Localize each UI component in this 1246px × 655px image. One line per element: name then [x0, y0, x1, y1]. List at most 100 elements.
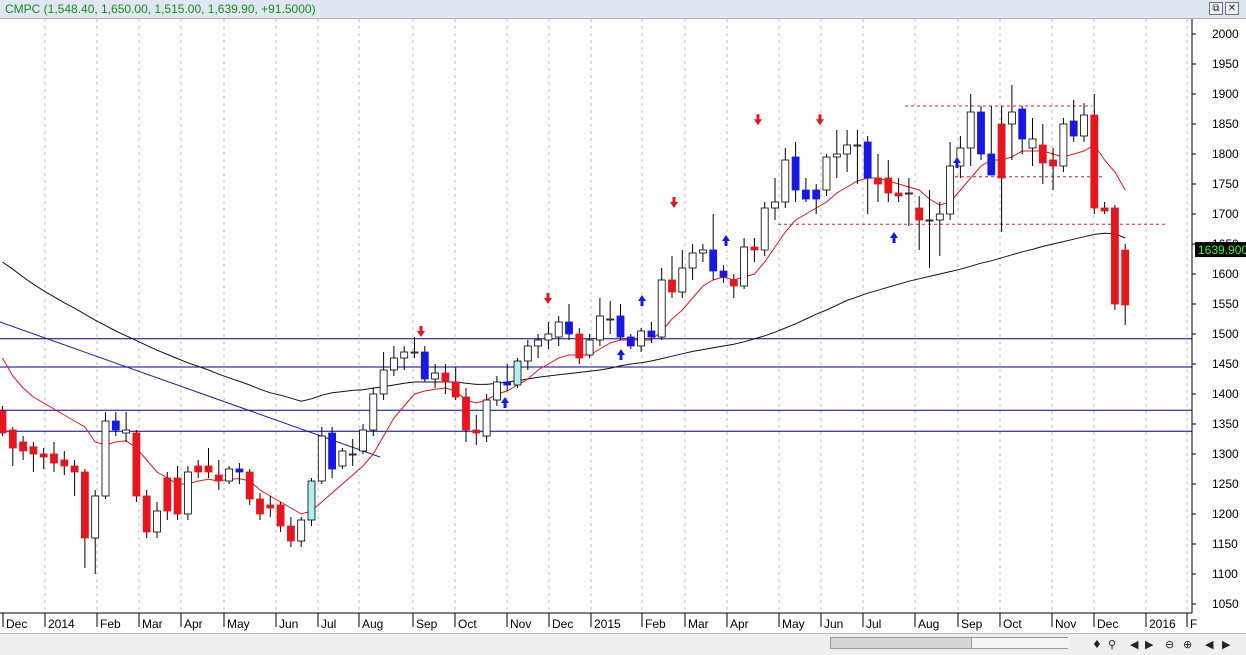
price-tick-label: 1300 — [1212, 447, 1239, 461]
time-tick-label: 2015 — [594, 617, 621, 631]
candle-body — [668, 279, 676, 293]
candle-body — [317, 435, 326, 482]
candle-body — [153, 510, 161, 533]
candle-body — [894, 192, 903, 197]
time-tick-label: Dec — [6, 617, 27, 631]
candle-body — [420, 351, 429, 380]
price-tick-label: 1700 — [1212, 207, 1239, 221]
down-arrow-icon — [670, 197, 678, 208]
time-tick-label: Mar — [688, 617, 709, 631]
candle-body — [286, 525, 295, 542]
candle-body — [832, 153, 841, 158]
scroll-track[interactable] — [830, 637, 1069, 649]
up-arrow-icon — [890, 232, 898, 243]
candle-body — [266, 504, 275, 509]
candle-body — [935, 213, 944, 221]
time-tick-label: Dec — [1097, 617, 1118, 631]
price-tick-label: 1050 — [1212, 597, 1239, 611]
candle-body — [647, 330, 656, 338]
price-tick-label: 1750 — [1212, 177, 1239, 191]
time-tick-label: May — [227, 617, 250, 631]
next-icon[interactable]: ▶ — [1145, 638, 1154, 651]
candle-body — [359, 429, 367, 452]
scroll-thumb[interactable] — [971, 638, 1069, 648]
prev-icon[interactable]: ◀ — [1130, 638, 1139, 651]
candle-body — [389, 357, 398, 371]
candle-body — [297, 519, 306, 542]
close-button[interactable]: ✕ — [1225, 2, 1239, 15]
time-tick-label: Apr — [184, 617, 203, 631]
candle-body — [863, 141, 872, 179]
price-tick-label: 1350 — [1212, 417, 1239, 431]
chart-title: CMPC (1,548.40, 1,650.00, 1,515.00, 1,63… — [5, 2, 316, 16]
candle-body — [369, 393, 378, 431]
price-tick-label: 1900 — [1212, 87, 1239, 101]
candle-body — [462, 396, 470, 431]
candle-body — [812, 189, 821, 200]
price-tick-label: 1200 — [1212, 507, 1239, 521]
time-tick-label: Mar — [142, 617, 163, 631]
candle-body — [142, 495, 151, 533]
candle-body — [1111, 207, 1119, 305]
restore-button[interactable]: ⧉ — [1209, 2, 1223, 15]
candle-body — [492, 381, 501, 401]
candle-body — [183, 471, 192, 515]
candle-body — [410, 351, 419, 354]
candle-body — [884, 177, 893, 194]
candle-body — [977, 111, 985, 155]
candle-body — [565, 321, 573, 335]
candle-body — [451, 381, 460, 398]
candle-body — [163, 477, 172, 512]
candle-body — [853, 144, 862, 147]
sync-icon[interactable]: ♦ — [1092, 638, 1102, 651]
candle-body — [616, 315, 625, 338]
time-tick-label: Feb — [645, 617, 666, 631]
scroll-right-icon[interactable]: ▶ — [1222, 638, 1231, 651]
candle-body — [1080, 114, 1088, 137]
candle-body — [431, 372, 440, 380]
candle-body — [214, 474, 223, 482]
time-tick-label: F — [1190, 617, 1197, 631]
candle-body — [719, 270, 728, 278]
time-tick-label: 2014 — [48, 617, 75, 631]
price-tick-label: 1450 — [1212, 357, 1239, 371]
candle-body — [874, 177, 882, 185]
candle-body — [987, 153, 996, 176]
price-tick-label: 1250 — [1212, 477, 1239, 491]
time-tick-label: Feb — [100, 617, 121, 631]
candle-body — [1059, 123, 1068, 167]
time-tick-label: Sep — [961, 617, 983, 631]
candle-body — [750, 246, 759, 251]
last-price-badge — [1195, 242, 1246, 258]
candle-body — [503, 381, 512, 386]
pin-icon[interactable]: ⚲ — [1108, 638, 1117, 651]
candle-body — [956, 147, 965, 167]
time-tick-label: Jun — [824, 617, 843, 631]
candle-body — [111, 420, 120, 431]
candle-body — [379, 369, 388, 395]
candle-body — [225, 468, 234, 482]
time-tick-label: May — [782, 617, 805, 631]
up-arrow-icon — [617, 349, 625, 360]
candle-body — [791, 156, 800, 191]
up-arrow-icon — [953, 157, 961, 168]
zoom-in-icon[interactable]: ⊕ — [1183, 638, 1193, 651]
candle-body — [781, 159, 790, 203]
scroll-left-icon[interactable]: ◀ — [1205, 638, 1214, 651]
price-tick-label: 1550 — [1212, 297, 1239, 311]
candle-body — [585, 339, 594, 356]
price-tick-label: 1800 — [1212, 147, 1239, 161]
candle-body — [1038, 144, 1047, 164]
candle-body — [678, 267, 687, 293]
candle-body — [626, 336, 635, 347]
candle-body — [1100, 207, 1109, 212]
candle-body — [8, 429, 17, 449]
candle-body — [575, 333, 584, 359]
last-price-label: 1639.900 — [1198, 243, 1246, 257]
candle-body — [81, 471, 89, 539]
candle-body — [173, 477, 182, 515]
time-tick-label: 2016 — [1149, 617, 1176, 631]
zoom-out-icon[interactable]: ⊖ — [1165, 638, 1175, 651]
horizontal-scrollbar-panel: ♦ ⚲ ◀ ▶ ⊖ ⊕ ◀ ▶ — [0, 633, 1246, 655]
up-arrow-icon — [722, 235, 730, 246]
